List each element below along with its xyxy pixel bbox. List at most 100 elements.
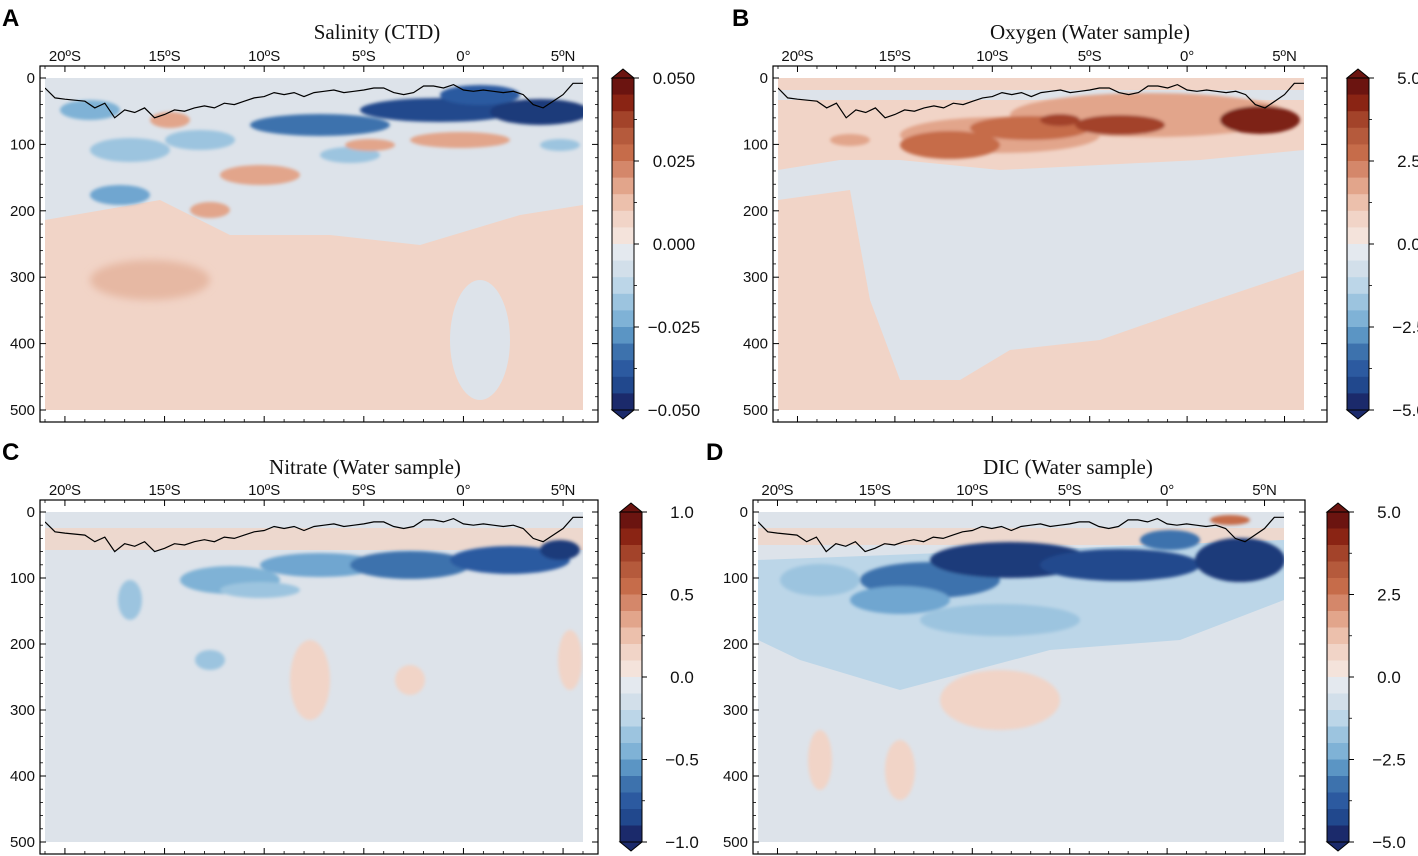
colorbar-band: [612, 94, 634, 112]
panel-letter: A: [2, 5, 19, 32]
x-tick-label: 5ºS: [352, 48, 376, 65]
y-tick-label: 0: [760, 70, 768, 87]
y-tick-label: 100: [10, 570, 35, 587]
colorbar-band: [1347, 327, 1369, 345]
colorbar-band: [620, 545, 642, 562]
colorbar-min-arrow: [618, 841, 644, 852]
colorbar-band: [620, 677, 642, 694]
colorbar-band: [1327, 743, 1349, 760]
colorbar-band: [1347, 144, 1369, 162]
colorbar-band: [620, 528, 642, 546]
colorbar-band: [612, 393, 634, 411]
x-tick-label: 10ºS: [248, 48, 280, 65]
colorbar-label: −5.0: [1392, 401, 1418, 420]
panel-title: Oxygen (Water sample): [990, 20, 1190, 44]
colorbar-min-arrow: [1325, 841, 1351, 852]
plot-frame: [39, 499, 599, 855]
colorbar-band: [1327, 825, 1349, 843]
y-tick-label: 200: [10, 203, 35, 220]
colorbar-label: 0.025: [653, 152, 696, 171]
colorbar-label: 0.5: [670, 586, 694, 605]
colorbar-band: [612, 376, 634, 394]
y-tick-label: 300: [10, 702, 35, 719]
colorbar-label: −1.0: [665, 833, 699, 852]
colorbar-band: [620, 759, 642, 777]
colorbar-band: [1327, 627, 1349, 645]
x-tick-label: 15ºS: [148, 482, 180, 499]
x-tick-label: 10ºS: [248, 482, 280, 499]
colorbar-band: [1347, 244, 1369, 262]
y-tick-label: 400: [743, 336, 768, 353]
colorbar-band: [1347, 277, 1369, 295]
colorbar-label: −0.5: [665, 751, 699, 770]
y-tick-label: 0: [27, 70, 35, 87]
colorbar-band: [1347, 161, 1369, 179]
colorbar-band: [1347, 194, 1369, 212]
mixed-layer-line: [778, 82, 1304, 119]
panel-letter: D: [706, 439, 723, 466]
colorbar-band: [612, 277, 634, 295]
panel-title: Salinity (CTD): [314, 20, 441, 44]
x-tick-label: 10ºS: [976, 48, 1008, 65]
y-tick-label: 100: [10, 136, 35, 153]
colorbar-label: 0.0: [1377, 668, 1401, 687]
colorbar-band: [620, 594, 642, 612]
panel-salinity: A Salinity (CTD): [2, 5, 700, 423]
y-tick-label: 300: [743, 269, 768, 286]
x-tick-label: 20ºS: [49, 48, 81, 65]
y-tick-label: 0: [740, 504, 748, 521]
y-tick-label: 400: [723, 768, 748, 785]
colorbar-band: [620, 743, 642, 760]
colorbar-label: 0.0: [1397, 235, 1418, 254]
colorbar-band: [620, 809, 642, 826]
x-tick-label: 5ºN: [551, 48, 576, 65]
colorbar-label: 5.0: [1397, 69, 1418, 88]
colorbar-band: [1347, 376, 1369, 394]
colorbar-band: [620, 611, 642, 628]
colorbar-band: [612, 144, 634, 162]
colorbar-band: [1327, 776, 1349, 793]
colorbar-label: 1.0: [670, 503, 694, 522]
colorbar-band: [612, 210, 634, 228]
colorbar-band: [1327, 710, 1349, 727]
contour-field: [758, 512, 1284, 842]
colorbar-band: [612, 227, 634, 245]
y-tick-label: 200: [723, 636, 748, 653]
contour-field: [45, 512, 583, 842]
x-tick-label: 5ºN: [1272, 48, 1297, 65]
colorbar-band: [1347, 343, 1369, 361]
colorbar-band: [620, 825, 642, 843]
panel-dic: D DIC (Water sample) 20ºS 15ºS 10º: [706, 439, 1406, 855]
plot-frame: [752, 499, 1306, 855]
colorbar-band: [612, 161, 634, 179]
colorbar-band: [612, 111, 634, 129]
colorbar-band: [620, 660, 642, 678]
y-tick-label: 500: [723, 834, 748, 851]
colorbar-label: −0.025: [648, 318, 700, 337]
colorbar-band: [1347, 78, 1369, 96]
y-tick-label: 100: [743, 136, 768, 153]
colorbar-band: [1347, 260, 1369, 278]
x-tick-label: 15ºS: [859, 482, 891, 499]
colorbar-band: [1347, 360, 1369, 378]
colorbar-band: [1327, 528, 1349, 546]
colorbar-band: [1347, 127, 1369, 145]
x-tick-label: 5ºN: [1252, 482, 1277, 499]
x-tick-label: 20ºS: [761, 482, 793, 499]
colorbar-band: [612, 127, 634, 145]
y-tick-label: 400: [10, 336, 35, 353]
y-tick-label: 400: [10, 768, 35, 785]
y-tick-label: 500: [10, 402, 35, 419]
colorbar-label: −2.5: [1392, 318, 1418, 337]
contour-field: [45, 78, 583, 410]
colorbar-band: [1327, 677, 1349, 694]
y-tick-label: 300: [723, 702, 748, 719]
colorbar-band: [620, 726, 642, 744]
colorbar-label: 5.0: [1377, 503, 1401, 522]
mixed-layer-line: [45, 82, 583, 119]
y-tick-label: 0: [27, 504, 35, 521]
colorbar-band: [1327, 660, 1349, 678]
x-tick-label: 0°: [456, 482, 470, 499]
x-tick-label: 5ºS: [352, 482, 376, 499]
